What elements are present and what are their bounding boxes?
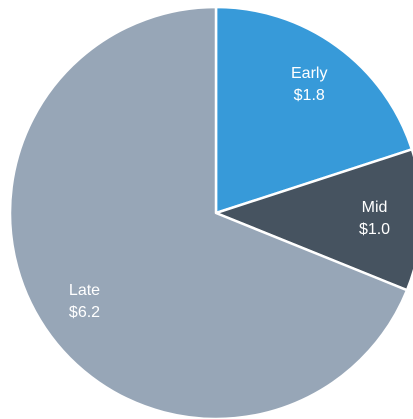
value-label: $1.0 — [359, 221, 390, 238]
pie-slice — [214, 148, 413, 292]
slice-label: Late — [69, 282, 100, 299]
value-label: $6.2 — [69, 304, 100, 321]
value-label: $1.8 — [294, 87, 325, 104]
slice-label: Mid — [362, 199, 388, 216]
pie-slice — [214, 5, 413, 215]
pie-slice — [8, 5, 409, 419]
slice-label: Early — [291, 65, 327, 82]
